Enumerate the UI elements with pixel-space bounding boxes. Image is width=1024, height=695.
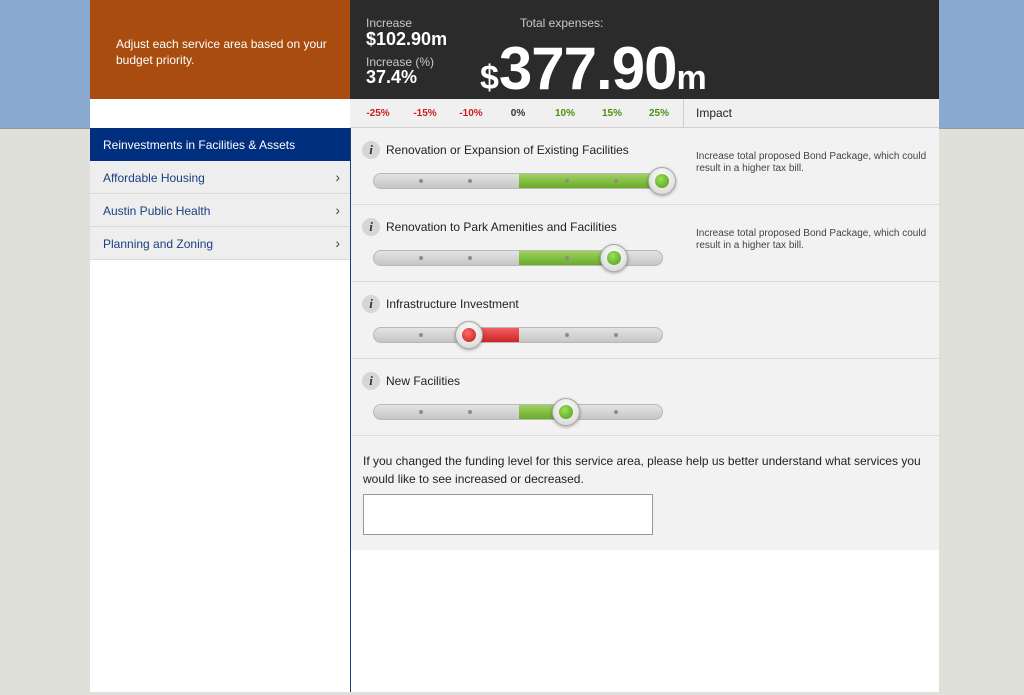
slider-step-dot [565, 256, 569, 260]
increase-value: $102.90m [366, 29, 448, 49]
row-impact-text: Increase total proposed Bond Package, wh… [696, 228, 927, 251]
total-currency: $ [480, 59, 499, 97]
row-impact-text: Increase total proposed Bond Package, wh… [696, 151, 927, 174]
slider-handle-core [655, 174, 669, 188]
slider-handle-core [462, 328, 476, 342]
funding-slider[interactable] [373, 244, 663, 272]
budget-app: Adjust each service area based on your b… [90, 0, 939, 692]
info-icon[interactable]: i [362, 295, 380, 313]
slider-step-dot [468, 410, 472, 414]
funding-slider[interactable] [373, 167, 676, 195]
slider-step-dot [419, 333, 423, 337]
slider-handle[interactable] [552, 398, 580, 426]
page-background-left [0, 0, 90, 128]
budget-row: i Infrastructure Investment [351, 282, 939, 359]
slider-handle[interactable] [600, 244, 628, 272]
slider-step-dot [419, 256, 423, 260]
intro-panel: Adjust each service area based on your b… [90, 0, 350, 99]
slider-step-dot [419, 179, 423, 183]
slider-step-dot [614, 333, 618, 337]
increase-pct-value: 37.4% [366, 67, 418, 87]
intro-text: Adjust each service area based on your b… [116, 37, 327, 67]
slider-handle[interactable] [455, 321, 483, 349]
slider-step-dot [565, 333, 569, 337]
scale-tick: 10% [554, 108, 575, 119]
service-area-nav: Reinvestments in Facilities & Assets Aff… [90, 128, 350, 260]
increase-pct-label: Increase (%) [366, 55, 435, 69]
total-expenses-value: $377.90m [480, 34, 707, 103]
budget-row: i Renovation to Park Amenities and Facil… [351, 205, 939, 282]
scale-tick: 25% [648, 108, 669, 119]
feedback-input[interactable] [363, 494, 653, 535]
total-expenses-label: Total expenses: [520, 16, 604, 30]
scale-tick: -15% [413, 108, 437, 119]
impact-scale: -25% -15% -10% 0% 10% 15% 25% Impact [350, 99, 939, 128]
nav-item-label: Reinvestments in Facilities & Assets [103, 138, 296, 152]
budget-summary: Increase $102.90m Increase (%) 37.4% Tot… [350, 0, 939, 102]
scale-tick: 0% [510, 108, 526, 119]
info-icon[interactable]: i [362, 218, 380, 236]
slider-handle[interactable] [648, 167, 676, 195]
scale-tick: -10% [459, 108, 483, 119]
row-title: New Facilities [386, 374, 461, 388]
chevron-right-icon: › [335, 169, 340, 185]
info-icon[interactable]: i [362, 141, 380, 159]
feedback-section: If you changed the funding level for thi… [351, 436, 939, 550]
budget-row: i New Facilities [351, 359, 939, 436]
impact-column-header: Impact [683, 99, 939, 127]
slider-step-dot [565, 179, 569, 183]
chevron-right-icon: › [335, 202, 340, 218]
scale-tick: -25% [366, 108, 390, 119]
nav-item-label: Austin Public Health [103, 204, 211, 218]
slider-step-dot [468, 256, 472, 260]
scale-tick: 15% [601, 108, 622, 119]
funding-slider[interactable] [373, 321, 663, 349]
slider-fill [471, 328, 519, 342]
impact-header-label: Impact [696, 106, 733, 120]
row-title: Infrastructure Investment [386, 297, 519, 311]
service-area-panel: i Renovation or Expansion of Existing Fa… [351, 128, 939, 550]
nav-item-affordable-housing[interactable]: Affordable Housing › [90, 161, 350, 194]
slider-handle-core [559, 405, 573, 419]
row-title: Renovation to Park Amenities and Facilit… [386, 220, 617, 234]
nav-item-label: Planning and Zoning [103, 237, 214, 251]
page-background-right [939, 0, 1024, 128]
funding-slider[interactable] [373, 398, 663, 426]
nav-item-label: Affordable Housing [103, 171, 205, 185]
row-title: Renovation or Expansion of Existing Faci… [386, 143, 629, 157]
slider-step-dot [419, 410, 423, 414]
nav-item-austin-public-health[interactable]: Austin Public Health › [90, 194, 350, 227]
slider-step-dot [614, 410, 618, 414]
slider-step-dot [614, 179, 618, 183]
slider-fill [519, 174, 663, 188]
budget-row: i Renovation or Expansion of Existing Fa… [351, 128, 939, 205]
increase-label: Increase [366, 16, 413, 30]
total-unit: m [676, 59, 707, 97]
slider-step-dot [468, 179, 472, 183]
slider-handle-core [607, 251, 621, 265]
info-icon[interactable]: i [362, 372, 380, 390]
column-divider [350, 128, 351, 692]
total-amount: 377.90 [498, 35, 678, 102]
nav-item-planning-and-zoning[interactable]: Planning and Zoning › [90, 227, 350, 260]
nav-item-reinvestments[interactable]: Reinvestments in Facilities & Assets [90, 128, 350, 161]
feedback-question: If you changed the funding level for thi… [363, 454, 921, 486]
chevron-right-icon: › [335, 235, 340, 251]
